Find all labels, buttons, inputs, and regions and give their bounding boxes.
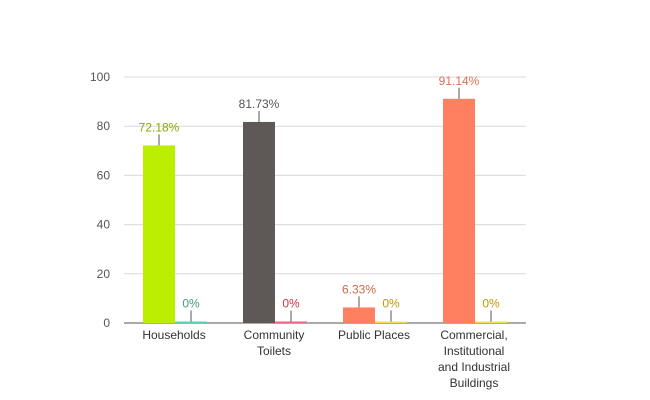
bar[interactable] — [343, 307, 375, 323]
y-tick-label: 0 — [103, 316, 110, 330]
y-axis: 0 20 40 60 80 100 — [90, 70, 110, 330]
bar[interactable] — [275, 321, 307, 324]
bar[interactable] — [175, 321, 207, 324]
data-label: 0% — [382, 297, 400, 311]
data-label: 0% — [182, 297, 200, 311]
y-tick-label: 100 — [90, 70, 110, 84]
data-label: 91.14% — [439, 74, 480, 88]
x-axis: Households Community Toilets Public Places C… — [142, 328, 510, 390]
data-label: 0% — [482, 297, 500, 311]
y-tick-label: 20 — [97, 267, 111, 281]
data-label: 0% — [282, 297, 300, 311]
bars — [143, 98, 507, 324]
y-tick-label: 80 — [97, 119, 111, 133]
bar[interactable] — [143, 145, 175, 323]
data-label: 6.33% — [342, 282, 376, 296]
y-tick-label: 60 — [97, 168, 111, 182]
category-label: Public Places — [338, 328, 410, 342]
data-label: 72.18% — [139, 120, 180, 134]
y-tick-label: 40 — [97, 218, 111, 232]
bar[interactable] — [443, 98, 475, 324]
bar[interactable] — [375, 321, 407, 324]
category-label: Community Toilets — [244, 328, 305, 358]
data-labels: 72.18% 0% 81.73% 0% 6.33% 0% 91.14% 0% — [139, 74, 500, 322]
bar[interactable] — [475, 321, 507, 324]
bar[interactable] — [243, 121, 275, 323]
data-label: 81.73% — [239, 97, 280, 111]
category-label: Commercial, Institutional and Industrial Bu… — [438, 328, 510, 390]
category-label: Households — [142, 328, 205, 342]
